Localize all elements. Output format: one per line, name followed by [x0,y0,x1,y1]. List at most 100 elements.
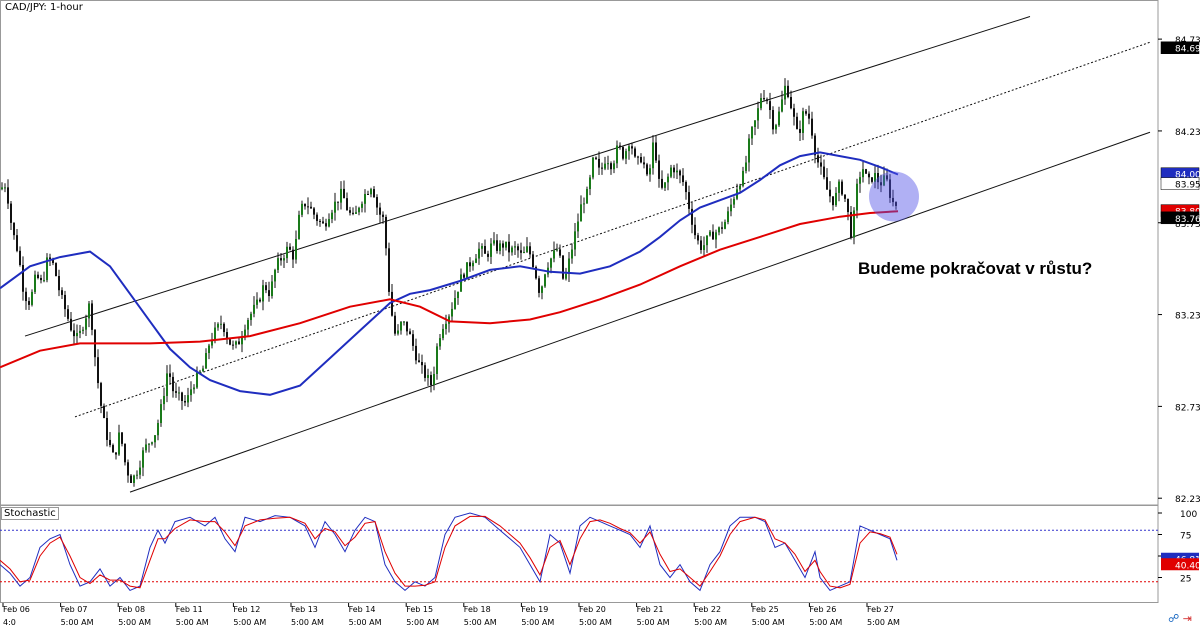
candle-body [256,299,258,305]
candle-body [577,221,579,232]
candle-body [541,286,543,293]
candle-body [43,280,45,282]
candle-body [697,235,699,241]
candle-body [811,118,813,136]
candle-body [655,142,657,161]
candle-body [526,246,528,252]
candle-body [451,308,453,317]
candle-body [31,291,33,305]
candle-body [139,467,141,475]
candle-body [193,387,195,390]
candle-body [700,240,702,250]
candle-body [631,146,633,149]
candle-body [883,175,885,186]
candle-body [454,298,456,309]
candle-body [196,372,198,388]
candle-body [298,214,300,239]
candle-body [565,273,567,279]
candle-body [781,99,783,112]
y-tick-label: 84.737 [1175,36,1200,46]
candle-body [229,339,231,345]
candle-body [529,246,531,255]
x-tick-time-label: 5:00 AM [464,618,497,627]
x-tick-time-label: 5:00 AM [176,618,209,627]
candle-body [79,330,81,334]
candle-body [406,321,408,332]
candle-body [502,243,504,248]
candle-body [124,443,126,463]
candle-body [649,168,651,175]
x-tick-date-label: Feb 18 [464,605,491,614]
candle-body [613,163,615,170]
x-tick-time-label: 5:00 AM [61,618,94,627]
candle-body [268,290,270,297]
link-icon[interactable]: ☍ [1168,612,1180,625]
candle-body [310,206,312,209]
candle-body [871,177,873,182]
candle-body [19,250,21,265]
x-tick-date-label: Feb 19 [521,605,548,614]
x-tick-time-label: 5:00 AM [521,618,554,627]
candle-body [682,175,684,183]
x-tick-time-label: 5:00 AM [637,618,670,627]
candle-body [847,198,849,213]
candle-body [511,247,513,253]
candle-body [70,318,72,331]
candle-body [91,303,93,330]
candle-body [166,373,168,396]
candle-body [4,187,6,189]
candle-body [52,259,54,264]
candle-body [733,198,735,205]
candle-body [7,187,9,204]
candle-body [400,321,402,331]
candle-body [676,170,678,173]
candle-body [430,375,432,386]
x-tick-date-label: Feb 07 [61,605,88,614]
candle-body [385,216,387,249]
pin-icon[interactable]: ⇥ [1182,612,1192,625]
candle-body [115,452,117,455]
candle-body [823,166,825,178]
candle-body [13,222,15,236]
stochastic-line [0,512,898,592]
candle-body [580,204,582,222]
candle-body [85,318,87,330]
candle-body [493,240,495,244]
candle-body [286,246,288,259]
candle-body [328,219,330,227]
price-label: 84.690 [1175,45,1200,55]
main-panel-frame [0,0,1159,506]
candle-body [73,330,75,337]
candle-body [313,208,315,215]
candle-body [259,299,261,302]
candle-body [436,346,438,374]
candle-body [358,207,360,213]
candle-body [157,423,159,436]
candle-body [394,315,396,334]
candle-body [190,389,192,396]
candle-body [751,127,753,139]
candle-body [409,331,411,335]
candle-body [109,439,111,446]
chart-tools[interactable]: ☍ ⇥ [1168,612,1192,625]
x-tick-time-label: 5:00 AM [694,618,727,627]
stochastic-title: Stochastic [1,507,59,520]
candle-body [130,475,132,483]
candle-body [55,263,57,277]
candle-body [241,337,243,345]
candle-body [280,258,282,261]
x-tick-date-label: Feb 22 [694,605,721,614]
candle-body [712,231,714,240]
candle-body [508,241,510,253]
candle-body [37,274,39,278]
candle-body [16,235,18,251]
candle-body [895,202,897,206]
candle-body [244,329,246,338]
candle-body [826,177,828,190]
y-tick-label: 83.237 [1175,312,1200,322]
candle-body [709,231,711,236]
candle-body [832,196,834,206]
candle-body [163,395,165,405]
candle-body [754,120,756,128]
